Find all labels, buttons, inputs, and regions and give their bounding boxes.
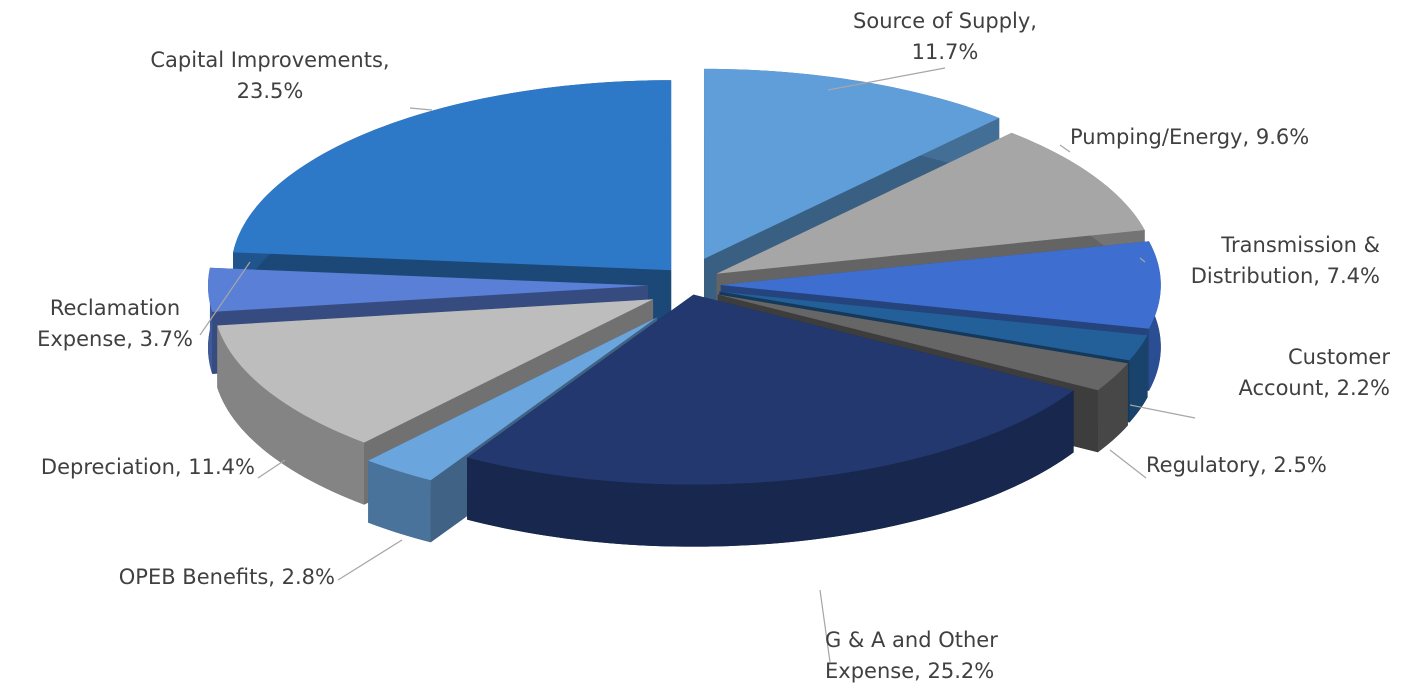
slice	[467, 294, 1074, 485]
data-label: Source of Supply, 11.7%	[825, 6, 1065, 68]
data-label: G & A and Other Expense, 25.2%	[825, 625, 1045, 687]
slice	[716, 132, 1145, 274]
value-label: 2.2%	[1336, 376, 1390, 401]
category-label: Transmission & Distribution,	[1190, 233, 1380, 289]
slice	[208, 267, 649, 312]
leader-line	[409, 107, 433, 111]
leader-line	[257, 459, 286, 479]
category-label: Regulatory,	[1146, 453, 1267, 477]
category-label: G & A and Other Expense,	[825, 628, 998, 684]
leader-line	[1139, 257, 1146, 263]
slice-side	[217, 325, 365, 505]
slice	[719, 291, 1148, 361]
value-label: 9.6%	[1255, 125, 1310, 149]
category-label: Source of Supply,	[853, 9, 1037, 33]
slice-side	[1129, 335, 1148, 423]
slice	[704, 68, 1000, 259]
leader-line	[1109, 449, 1147, 479]
leader-line	[1059, 144, 1071, 153]
category-label: Pumping/Energy,	[1070, 125, 1250, 149]
value-label: 11.4%	[188, 455, 255, 479]
data-label: Transmission & Distribution, 7.4%	[1140, 230, 1380, 292]
category-label: OPEB Benefits,	[118, 565, 275, 589]
category-label: Customer Account,	[1238, 345, 1390, 401]
data-label: Depreciation, 11.4%	[0, 452, 255, 483]
category-label: Reclamation Expense,	[37, 296, 181, 352]
data-label: Regulatory, 2.5%	[1146, 450, 1366, 481]
leader-line	[1129, 404, 1196, 419]
leader-line	[827, 67, 946, 91]
value-label: 2.5%	[1273, 453, 1327, 477]
data-label: Customer Account, 2.2%	[1190, 342, 1390, 404]
category-label: Depreciation,	[40, 455, 182, 479]
slice-side	[368, 460, 431, 543]
slice	[233, 80, 672, 271]
data-label: OPEB Benefits, 2.8%	[70, 562, 335, 593]
value-label: 3.7%	[139, 327, 193, 352]
slice	[368, 317, 658, 481]
data-label: Capital Improvements, 23.5%	[120, 45, 420, 107]
value-label: 23.5%	[236, 79, 304, 104]
value-label: 2.8%	[281, 565, 335, 589]
slice	[717, 294, 1128, 391]
value-label: 7.4%	[1326, 264, 1380, 289]
leader-line	[337, 539, 403, 581]
slice	[217, 299, 654, 443]
slice-side	[467, 390, 1074, 547]
data-label: Reclamation Expense, 3.7%	[15, 293, 215, 355]
slice	[720, 241, 1161, 329]
leader-line	[819, 589, 831, 663]
data-label: Pumping/Energy, 9.6%	[1070, 122, 1370, 153]
value-label: 11.7%	[911, 40, 979, 65]
slice-side	[1097, 363, 1128, 453]
leader-line	[199, 261, 251, 336]
value-label: 25.2%	[927, 659, 995, 684]
category-label: Capital Improvements,	[150, 48, 390, 72]
